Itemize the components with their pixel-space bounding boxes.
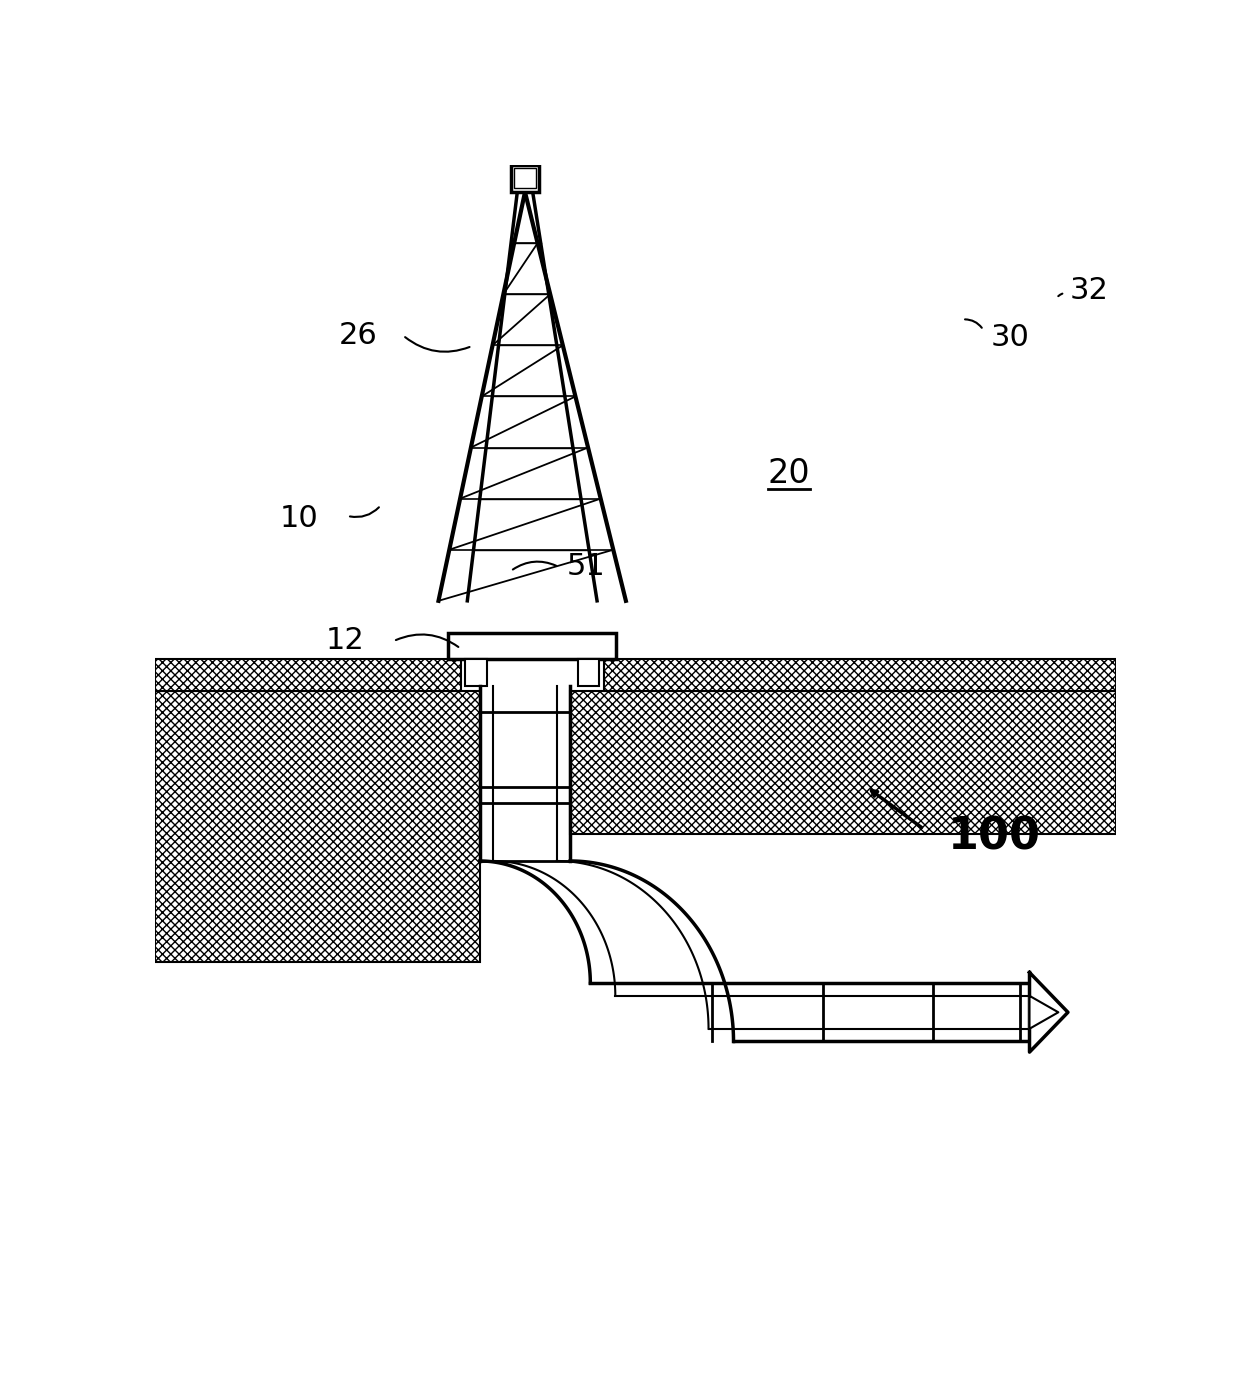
Polygon shape xyxy=(1029,996,1058,1029)
Bar xyxy=(155,659,460,691)
Bar xyxy=(515,168,536,188)
Text: 26: 26 xyxy=(340,321,378,350)
Bar xyxy=(448,633,616,659)
Text: 51: 51 xyxy=(567,553,605,582)
Text: 10: 10 xyxy=(280,503,319,532)
Text: 20: 20 xyxy=(768,456,811,490)
Polygon shape xyxy=(1029,972,1068,1052)
Bar xyxy=(570,691,1116,834)
Bar xyxy=(155,691,480,963)
Text: 30: 30 xyxy=(991,323,1030,352)
Bar xyxy=(155,659,460,691)
Bar xyxy=(578,659,599,685)
Bar xyxy=(570,691,1116,834)
Bar xyxy=(604,659,1116,691)
Text: 32: 32 xyxy=(1070,276,1109,305)
Bar xyxy=(155,691,480,963)
Bar xyxy=(511,165,539,192)
Bar xyxy=(604,659,1116,691)
Text: 12: 12 xyxy=(326,626,365,655)
Text: 100: 100 xyxy=(947,815,1040,858)
Bar xyxy=(465,659,486,685)
